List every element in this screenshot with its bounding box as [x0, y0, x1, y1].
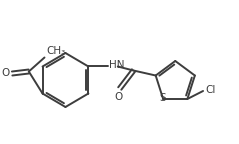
Text: HN: HN: [109, 60, 125, 71]
Text: S: S: [159, 93, 165, 103]
Text: CH₃: CH₃: [46, 47, 66, 56]
Text: O: O: [1, 69, 9, 78]
Text: O: O: [115, 92, 123, 103]
Text: Cl: Cl: [205, 85, 215, 95]
